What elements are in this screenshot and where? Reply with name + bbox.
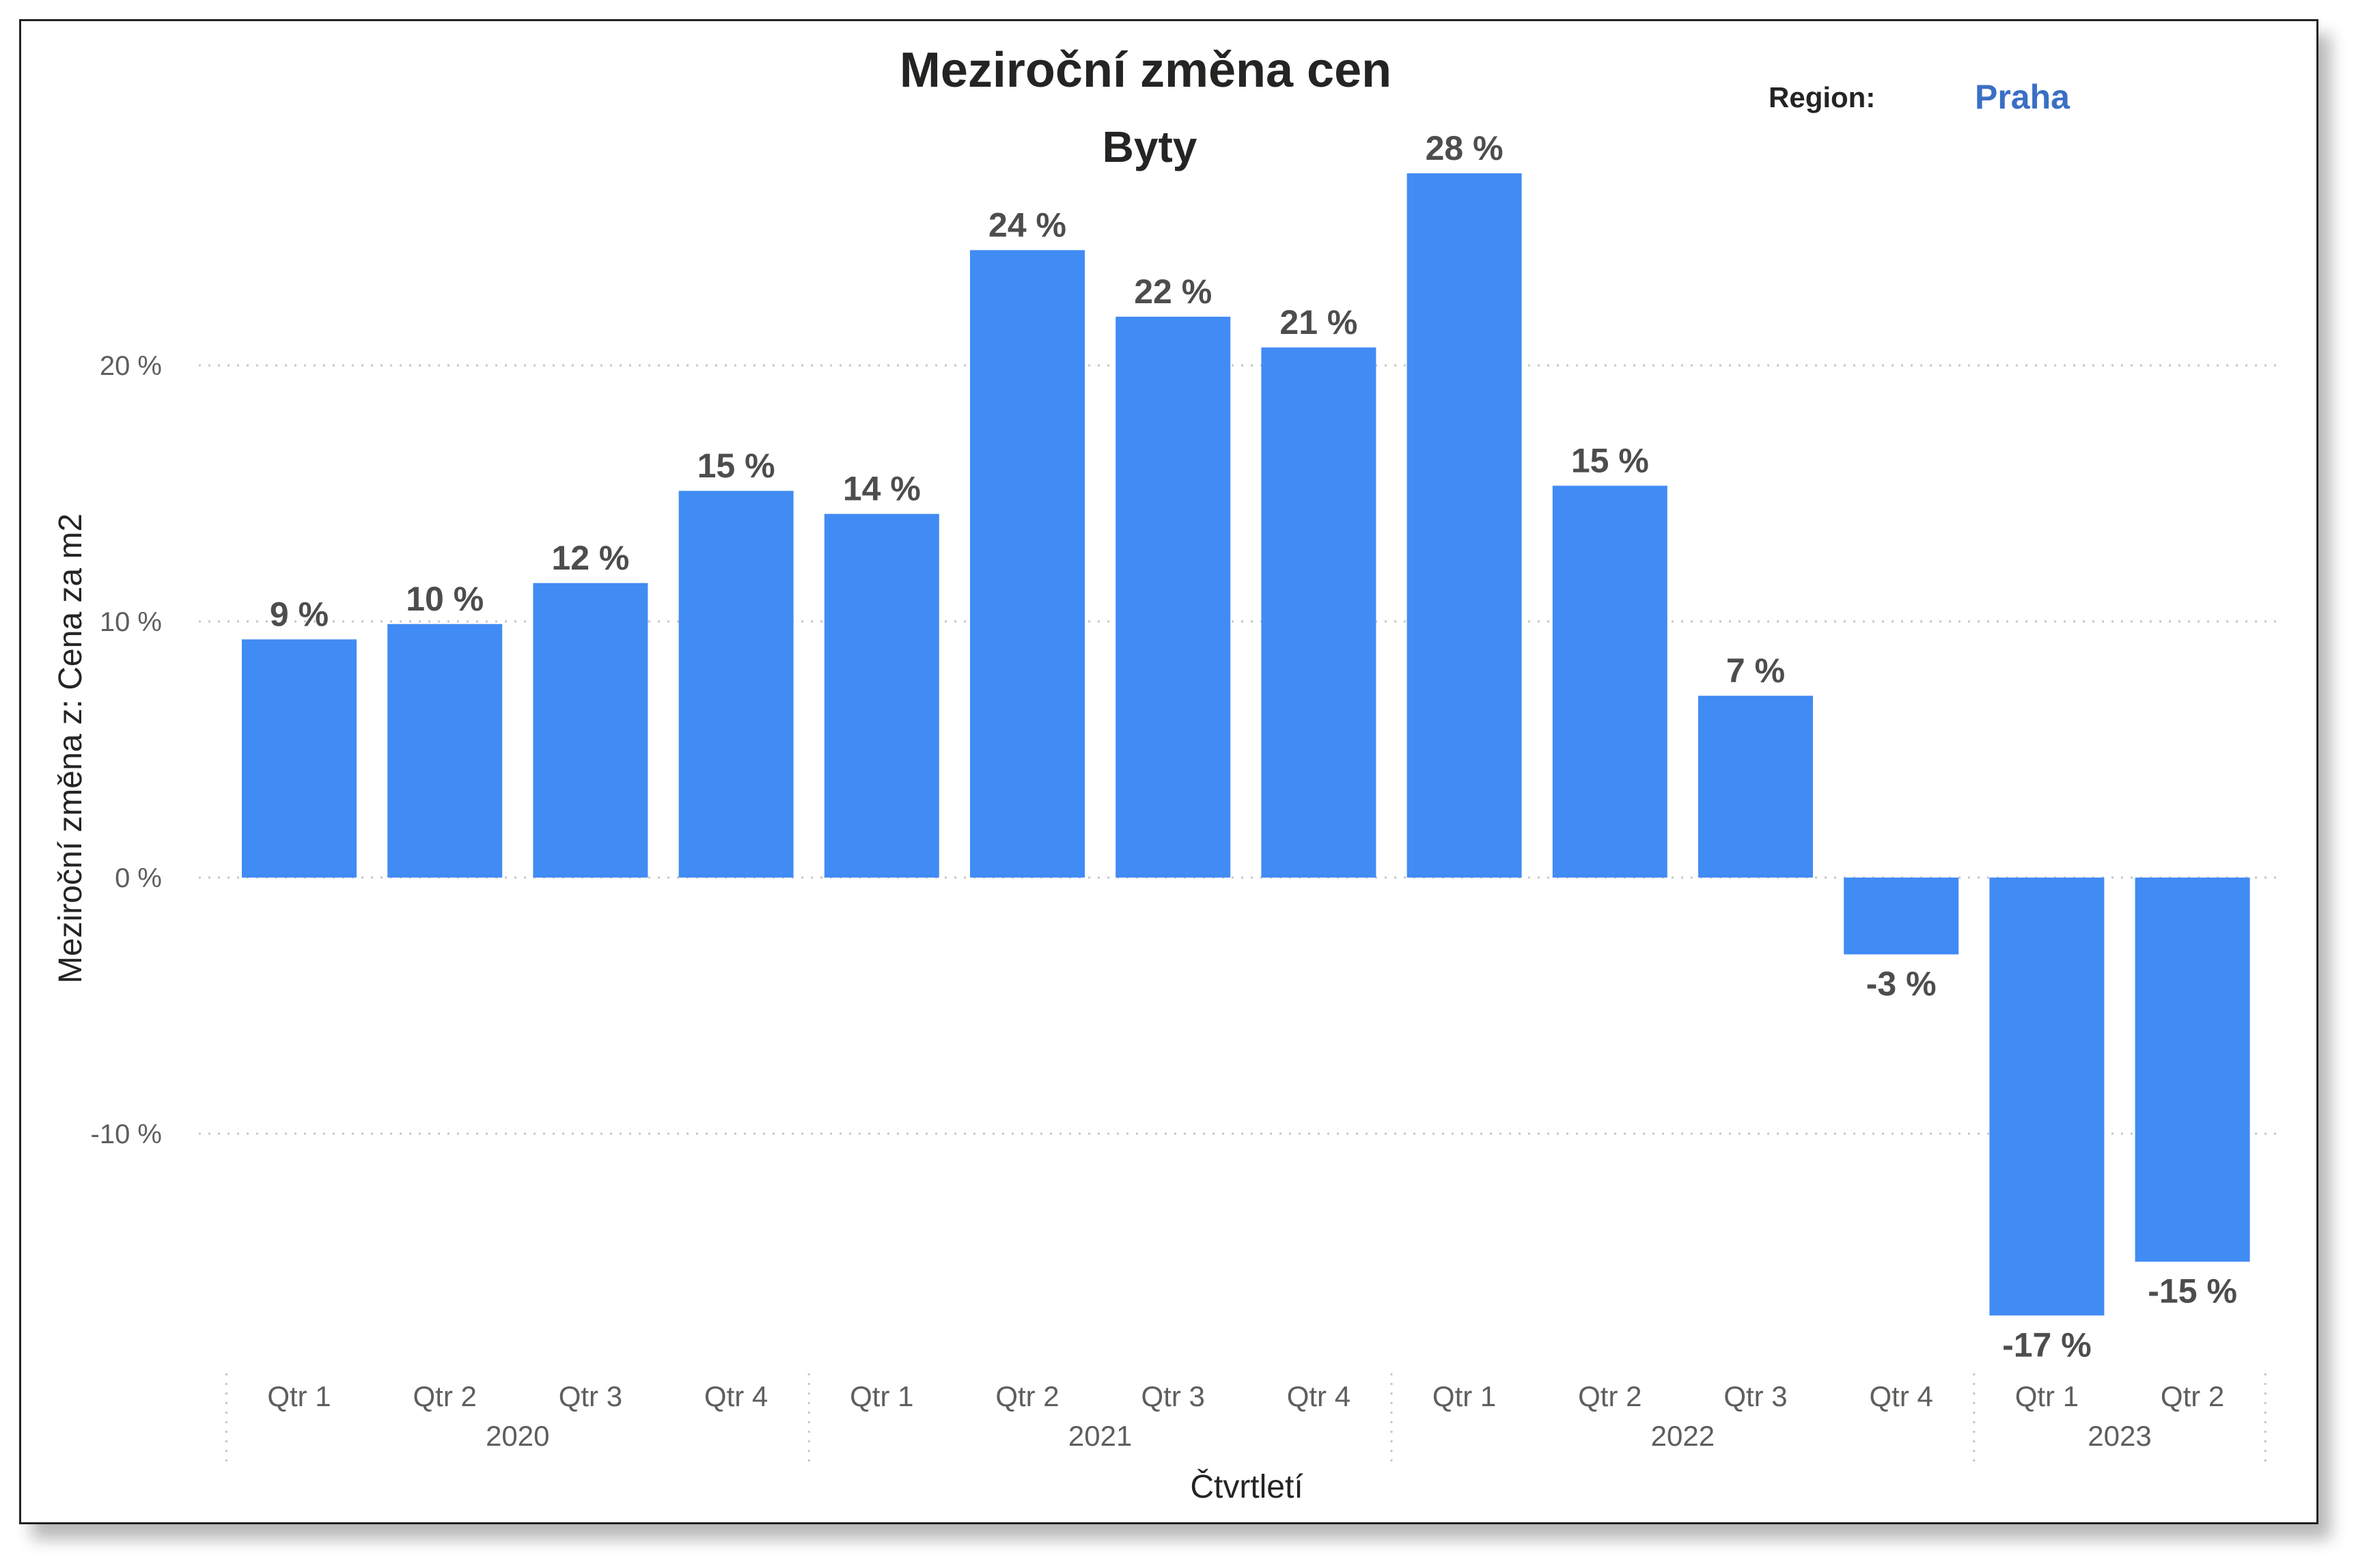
x-tick-label: Qtr 3 bbox=[1723, 1380, 1787, 1412]
bar bbox=[1698, 695, 1813, 878]
data-label: 21 % bbox=[1279, 303, 1357, 341]
x-group-label: 2022 bbox=[1651, 1420, 1715, 1452]
x-group-label: 2023 bbox=[2088, 1420, 2151, 1452]
x-tick-label: Qtr 4 bbox=[1870, 1380, 1933, 1412]
bar bbox=[678, 490, 794, 878]
x-tick-label: Qtr 1 bbox=[1432, 1380, 1496, 1412]
bar bbox=[1989, 878, 2105, 1316]
data-label: 24 % bbox=[988, 206, 1066, 244]
bar bbox=[1552, 486, 1667, 878]
bar bbox=[824, 514, 939, 878]
region-filter-label: Region: bbox=[1769, 81, 1875, 113]
bar bbox=[1116, 316, 1231, 878]
bar bbox=[387, 624, 503, 878]
bar bbox=[2135, 878, 2250, 1262]
x-group-label: 2021 bbox=[1068, 1420, 1132, 1452]
bar bbox=[1261, 347, 1376, 878]
data-label: 10 % bbox=[406, 580, 484, 618]
data-label: -3 % bbox=[1866, 965, 1937, 1003]
x-tick-label: Qtr 2 bbox=[413, 1380, 477, 1412]
chart-subtitle: Byty bbox=[1103, 122, 1197, 171]
bar bbox=[1407, 173, 1522, 878]
data-label: 7 % bbox=[1726, 652, 1785, 690]
x-tick-label: Qtr 2 bbox=[995, 1380, 1059, 1412]
bar bbox=[533, 583, 648, 878]
data-label: 15 % bbox=[1571, 441, 1649, 479]
x-axis-ticks: Qtr 1 Qtr 2 Qtr 3 Qtr 4 Qtr 1 Qtr 2 Qtr 3 Qtr 4… bbox=[225, 1373, 2267, 1462]
x-tick-label: Qtr 1 bbox=[850, 1380, 913, 1412]
bar bbox=[970, 250, 1085, 878]
x-tick-label: Qtr 4 bbox=[704, 1380, 768, 1412]
y-tick-label: 10 % bbox=[100, 607, 162, 637]
chart-title: Meziroční změna cen bbox=[900, 43, 1391, 98]
y-tick-label: 0 % bbox=[115, 863, 162, 893]
y-tick-label: -10 % bbox=[91, 1119, 163, 1149]
data-label: 15 % bbox=[697, 447, 775, 485]
x-tick-label: Qtr 1 bbox=[267, 1380, 331, 1412]
x-tick-label: Qtr 2 bbox=[2161, 1380, 2224, 1412]
x-tick-label: Qtr 3 bbox=[559, 1380, 622, 1412]
bar-chart: Meziroční změna cen Byty Region: Praha -… bbox=[53, 43, 2282, 1505]
y-tick-label: 20 % bbox=[100, 351, 162, 381]
y-axis-title: Meziroční změna z: Cena za m2 bbox=[53, 514, 89, 983]
bars bbox=[242, 173, 2250, 1316]
data-label: -17 % bbox=[2002, 1326, 2092, 1364]
y-axis-ticks: -10 % 0 % 10 % 20 % bbox=[91, 351, 163, 1149]
x-tick-label: Qtr 1 bbox=[2015, 1380, 2079, 1412]
x-group-label: 2020 bbox=[486, 1420, 549, 1452]
data-label: -15 % bbox=[2148, 1272, 2237, 1311]
data-labels: 9 % 10 % 12 % 15 % 14 % 24 % 22 % 21 % 28 % 15 % 7… bbox=[270, 129, 2237, 1364]
data-label: 22 % bbox=[1134, 272, 1212, 311]
data-label: 14 % bbox=[843, 470, 921, 508]
data-label: 12 % bbox=[551, 539, 629, 577]
region-filter-value[interactable]: Praha bbox=[1975, 78, 2070, 116]
x-tick-label: Qtr 4 bbox=[1287, 1380, 1350, 1412]
x-tick-label: Qtr 3 bbox=[1141, 1380, 1205, 1412]
x-tick-label: Qtr 2 bbox=[1578, 1380, 1641, 1412]
chart-frame: Meziroční změna cen Byty Region: Praha -… bbox=[19, 19, 2318, 1524]
data-label: 28 % bbox=[1426, 129, 1504, 167]
gridlines bbox=[199, 364, 2282, 1135]
bar bbox=[242, 639, 357, 878]
bar bbox=[1844, 878, 1959, 955]
x-axis-title: Čtvrtletí bbox=[1190, 1468, 1303, 1505]
data-label: 9 % bbox=[270, 595, 329, 633]
